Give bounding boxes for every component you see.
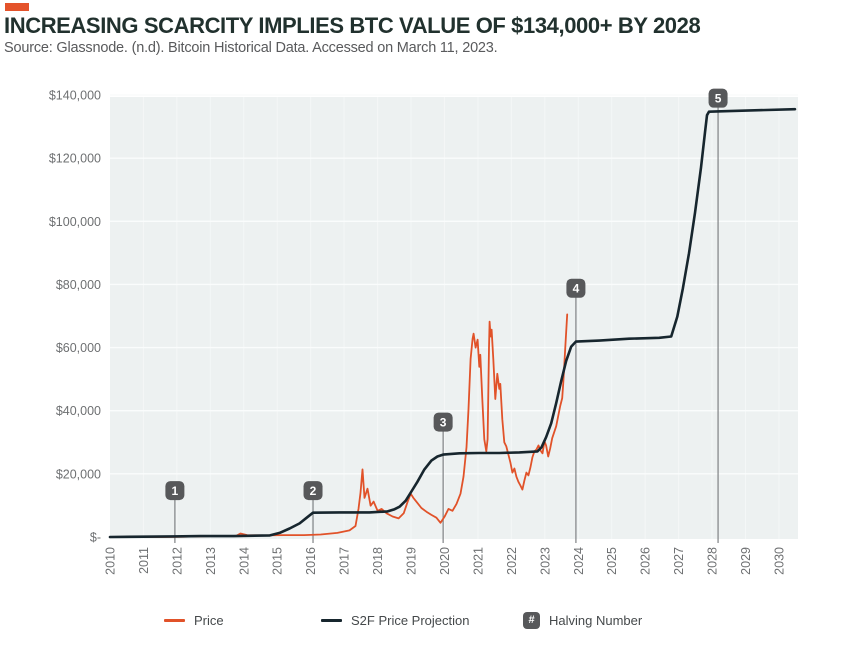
chart-legend: Price S2F Price Projection # Halving Num… — [0, 606, 850, 642]
x-tick-label: 2014 — [237, 547, 251, 575]
halving-badge — [566, 278, 586, 298]
x-tick-label: 2016 — [304, 547, 318, 575]
y-tick-label: $140,000 — [49, 89, 101, 103]
x-tick-label: 2027 — [672, 547, 686, 575]
x-tick-label: 2026 — [639, 547, 653, 575]
btc-s2f-chart: 1 2 3 4 5 $- $20,000 $40,000 $60,000 $80,000 $100,… — [49, 88, 798, 575]
halving-badge-number: 4 — [573, 282, 580, 296]
halving-badge-number: 3 — [440, 415, 447, 429]
x-tick-label: 2011 — [137, 547, 151, 574]
y-tick-label: $120,000 — [49, 152, 101, 166]
legend-item-s2f: S2F Price Projection — [321, 606, 470, 634]
x-tick-label: 2021 — [471, 547, 485, 575]
legend-item-halving: # Halving Number — [523, 606, 642, 634]
halving-badge — [303, 481, 323, 501]
x-tick-label: 2015 — [271, 547, 285, 575]
x-tick-label: 2022 — [505, 547, 519, 575]
x-tick-label: 2012 — [170, 547, 184, 575]
accent-bar — [5, 3, 29, 11]
s2f-line-swatch-icon — [321, 618, 342, 622]
y-tick-label: $40,000 — [56, 404, 101, 418]
legend-label-s2f: S2F Price Projection — [351, 612, 470, 628]
x-tick-label: 2010 — [104, 547, 118, 575]
y-tick-label: $80,000 — [56, 278, 101, 292]
x-tick-label: 2020 — [438, 547, 452, 575]
halving-badge-number: 1 — [172, 484, 179, 498]
legend-item-price: Price — [164, 606, 224, 634]
halving-badge — [708, 88, 728, 108]
halving-number-badge-icon: # — [523, 611, 540, 629]
y-tick-label: $100,000 — [49, 215, 101, 229]
x-tick-label: 2029 — [739, 547, 753, 575]
legend-label-halving: Halving Number — [549, 612, 643, 628]
page-title: INCREASING SCARCITY IMPLIES BTC VALUE OF… — [4, 13, 701, 38]
halving-badge-number: 2 — [310, 484, 317, 498]
source-citation: Source: Glassnode. (n.d). Bitcoin Histor… — [4, 40, 498, 56]
x-tick-label: 2024 — [572, 547, 586, 575]
s2f-projection-line — [108, 107, 797, 539]
halving-badge — [433, 412, 453, 432]
halving-badge — [165, 481, 185, 501]
halving-badge-number: 5 — [715, 92, 722, 106]
y-tick-label: $- — [90, 531, 101, 545]
legend-label-price: Price — [194, 612, 224, 628]
x-tick-label: 2018 — [371, 547, 385, 575]
x-tick-label: 2028 — [706, 547, 720, 575]
plot-panel — [110, 97, 798, 539]
y-tick-label: $60,000 — [56, 341, 101, 355]
x-tick-label: 2023 — [538, 547, 552, 575]
y-tick-label: $20,000 — [56, 467, 101, 481]
x-tick-label: 2030 — [772, 547, 786, 575]
x-tick-label: 2025 — [605, 547, 619, 575]
x-tick-label: 2017 — [338, 547, 352, 575]
price-line-swatch-icon — [164, 618, 185, 622]
x-tick-label: 2019 — [405, 547, 419, 575]
x-tick-label: 2013 — [204, 547, 218, 575]
